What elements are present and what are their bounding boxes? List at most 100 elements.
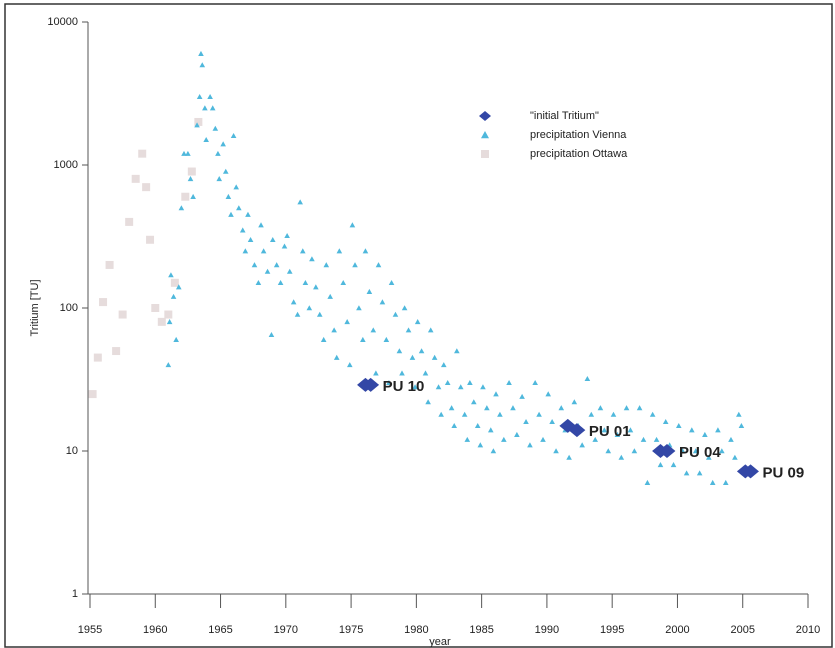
triangle-marker xyxy=(297,199,303,205)
triangle-marker xyxy=(584,375,591,382)
square-marker xyxy=(88,390,97,399)
triangle-marker xyxy=(258,222,264,228)
triangle-marker xyxy=(623,405,630,411)
triangle-marker xyxy=(448,405,455,411)
triangle-marker xyxy=(209,105,216,111)
triangle-marker xyxy=(418,348,425,354)
triangle-marker xyxy=(178,205,185,211)
square-marker xyxy=(164,310,173,319)
triangle-marker xyxy=(454,348,460,354)
x-tick-label: 2000 xyxy=(665,624,689,636)
triangle-marker xyxy=(431,354,438,360)
triangle-marker xyxy=(657,462,664,468)
triangle-marker xyxy=(360,336,366,342)
triangle-marker xyxy=(284,232,290,239)
triangle-marker xyxy=(675,423,682,429)
legend-label: "initial Tritium" xyxy=(530,110,599,122)
x-tick-label: 1995 xyxy=(600,624,624,636)
triangle-marker xyxy=(185,150,191,156)
triangle-marker xyxy=(636,405,643,411)
triangle-marker xyxy=(481,131,489,139)
triangle-marker xyxy=(457,384,464,390)
triangle-marker xyxy=(425,399,431,405)
y-tick-label: 10000 xyxy=(47,16,78,28)
triangle-marker xyxy=(198,50,204,56)
triangle-marker xyxy=(514,431,520,437)
triangle-marker xyxy=(467,379,473,386)
triangle-marker xyxy=(709,479,716,485)
triangle-marker xyxy=(670,462,677,468)
square-marker xyxy=(181,192,190,201)
triangle-marker xyxy=(373,370,379,376)
triangle-marker xyxy=(170,293,177,299)
triangle-marker xyxy=(614,431,621,437)
triangle-marker xyxy=(438,411,444,417)
triangle-marker xyxy=(440,362,447,368)
triangle-marker xyxy=(320,336,327,342)
triangle-marker xyxy=(579,442,585,448)
triangle-marker xyxy=(477,442,484,448)
triangle-marker xyxy=(168,272,174,278)
triangle-marker xyxy=(202,105,208,111)
triangle-marker xyxy=(545,391,552,397)
triangle-marker xyxy=(732,454,738,460)
triangle-marker xyxy=(689,427,695,433)
triangle-marker xyxy=(233,184,240,190)
frame xyxy=(4,3,833,648)
triangle-marker xyxy=(501,436,507,442)
square-marker xyxy=(112,347,121,356)
triangle-marker xyxy=(236,205,242,211)
square-marker xyxy=(125,217,134,226)
triangle-marker xyxy=(313,284,319,290)
triangle-marker xyxy=(605,448,612,454)
x-axis-label: year xyxy=(429,636,451,648)
triangle-marker xyxy=(187,176,194,182)
diamond-marker xyxy=(742,464,759,479)
square-marker xyxy=(138,149,147,158)
triangle-marker xyxy=(225,193,232,199)
triangle-marker xyxy=(230,133,237,139)
triangle-marker xyxy=(480,384,486,390)
triangle-marker xyxy=(435,384,442,390)
triangle-marker xyxy=(566,454,572,460)
triangle-marker xyxy=(399,370,405,376)
square-marker xyxy=(99,298,108,307)
triangle-marker xyxy=(340,280,347,286)
x-tick-label: 1965 xyxy=(208,624,232,636)
triangle-marker xyxy=(705,454,712,460)
y-tick-label: 1 xyxy=(72,588,78,600)
triangle-marker xyxy=(281,243,288,249)
triangle-marker xyxy=(196,93,203,100)
legend-label: precipitation Ottawa xyxy=(530,148,628,160)
triangle-marker xyxy=(396,348,403,354)
triangle-marker xyxy=(497,411,503,417)
triangle-marker xyxy=(702,431,708,437)
triangle-marker xyxy=(409,354,416,360)
triangle-marker xyxy=(519,393,525,399)
triangle-marker xyxy=(618,454,625,460)
x-tick-label: 1985 xyxy=(469,624,493,636)
triangle-marker xyxy=(277,280,284,286)
square-marker xyxy=(142,183,151,192)
diamond-marker xyxy=(568,423,586,438)
x-tick-label: 1990 xyxy=(535,624,559,636)
triangle-marker xyxy=(273,262,280,268)
triangle-marker xyxy=(722,479,729,485)
triangle-marker xyxy=(506,379,512,386)
triangle-marker xyxy=(212,125,219,131)
triangle-marker xyxy=(260,248,267,254)
triangle-marker xyxy=(336,248,343,254)
square-marker xyxy=(151,304,160,312)
triangle-marker xyxy=(228,211,234,217)
triangle-marker xyxy=(644,479,651,485)
y-tick-label: 1000 xyxy=(54,159,78,171)
triangle-marker xyxy=(510,405,516,411)
triangle-marker xyxy=(247,236,254,243)
triangle-marker xyxy=(299,248,306,254)
square-marker xyxy=(118,310,127,319)
triangle-marker xyxy=(220,141,226,147)
triangle-marker xyxy=(736,411,742,417)
triangle-marker xyxy=(327,293,334,299)
triangle-marker xyxy=(173,336,179,342)
triangle-marker xyxy=(451,423,458,429)
